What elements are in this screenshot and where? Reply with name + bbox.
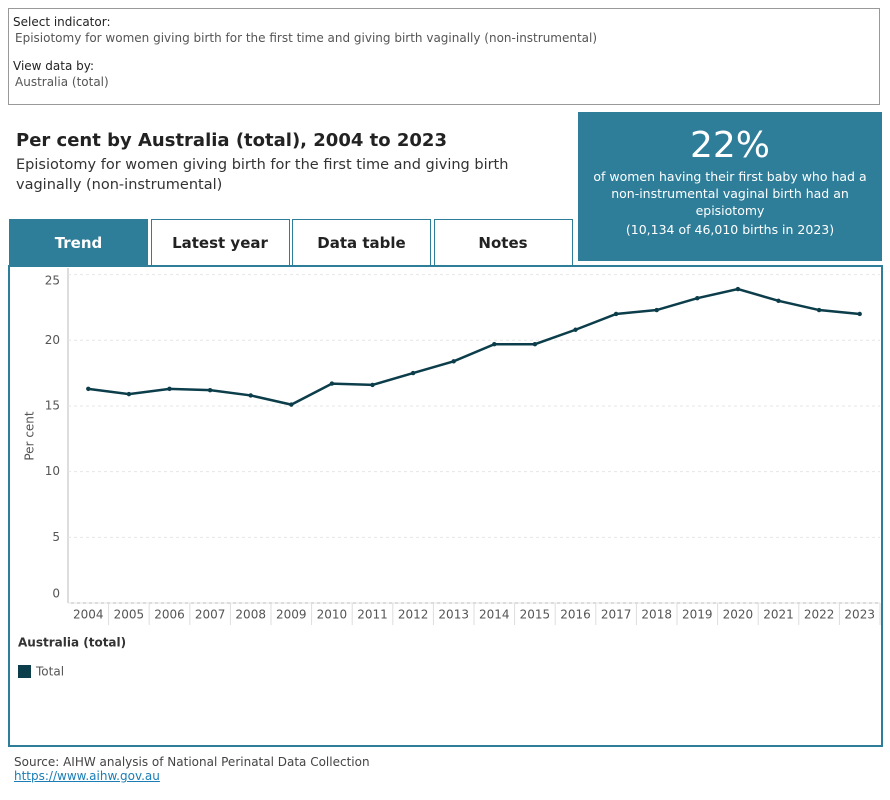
y-tick-label: 5 <box>52 530 60 544</box>
data-point <box>126 391 132 397</box>
x-tick-label: 2015 <box>520 608 551 622</box>
data-point <box>207 387 213 393</box>
data-point <box>86 386 91 392</box>
subtitle: Episiotomy for women giving birth for th… <box>16 157 509 193</box>
data-point <box>167 386 172 392</box>
footer: Source: AIHW analysis of National Perina… <box>14 755 370 783</box>
data-point <box>816 307 822 313</box>
kpi-value: 22% <box>689 125 770 166</box>
x-tick-label: 2017 <box>601 608 632 622</box>
selector-panel: Select indicator: Episiotomy for women g… <box>8 8 880 105</box>
kpi-box: 22% of women having their first baby who… <box>578 112 882 261</box>
legend-label: Total <box>35 665 64 679</box>
legend-swatch <box>18 665 31 678</box>
x-tick-label: 2021 <box>763 608 794 622</box>
data-point <box>695 296 700 301</box>
tab[interactable]: Latest year <box>150 219 290 266</box>
data-point <box>329 381 335 386</box>
x-tick-label: 2005 <box>114 608 145 622</box>
x-tick-label: 2023 <box>844 608 875 622</box>
x-tick-label: 2022 <box>804 608 835 622</box>
data-point <box>451 359 456 364</box>
data-point <box>735 286 741 292</box>
chart-frame <box>8 265 883 747</box>
x-tick-label: 2011 <box>357 608 388 622</box>
legend-title: Australia (total) <box>18 636 126 650</box>
data-point <box>613 311 619 317</box>
x-tick-label: 2018 <box>641 608 672 622</box>
data-point <box>289 402 294 407</box>
x-tick-label: 2016 <box>560 608 591 622</box>
y-tick-label: 25 <box>45 274 60 288</box>
data-point <box>532 341 538 347</box>
tab[interactable]: Data table <box>292 219 431 266</box>
data-point <box>370 382 375 388</box>
data-point <box>248 393 253 398</box>
x-tick-label: 2008 <box>235 608 266 622</box>
heading: Per cent by Australia (total), 2004 to 2… <box>16 130 572 195</box>
view-value[interactable]: Australia (total) <box>15 75 109 89</box>
link[interactable]: https://www.aihw.gov.au <box>14 769 160 783</box>
x-tick-label: 2007 <box>195 608 226 622</box>
tab[interactable]: Trend <box>9 219 148 266</box>
x-tick-label: 2014 <box>479 608 510 622</box>
y-tick-label: 15 <box>45 398 60 412</box>
data-point <box>776 298 781 304</box>
y-axis-title: Per cent <box>23 411 37 461</box>
x-tick-label: 2013 <box>438 608 469 622</box>
x-tick-label: 2012 <box>398 608 429 622</box>
data-line <box>88 287 860 406</box>
x-tick-label: 2009 <box>276 608 307 622</box>
selector-label: Select indicator: <box>13 15 111 29</box>
x-tick-label: 2019 <box>682 608 713 622</box>
x-tick-label: 2020 <box>723 608 754 622</box>
kpi-note: (10,134 of 46,010 births in 2023) <box>625 222 835 237</box>
source: Source: AIHW analysis of National Perina… <box>14 755 370 769</box>
x-tick-label: 2010 <box>317 608 348 622</box>
selector-value[interactable]: Episiotomy for women giving birth for th… <box>15 31 598 45</box>
y-tick-label: 20 <box>45 333 60 347</box>
y-tick-label: 10 <box>45 464 60 478</box>
x-tick-label: 2006 <box>154 608 185 622</box>
data-point <box>857 311 862 317</box>
data-point <box>410 370 416 376</box>
data-point <box>492 341 497 347</box>
y-tick-label: 0 <box>52 587 60 601</box>
data-point <box>573 327 578 332</box>
title: Per cent by Australia (total), 2004 to 2… <box>16 130 447 151</box>
kpi-text: of women having their first baby who had… <box>593 169 867 218</box>
tab[interactable]: Notes <box>433 219 573 266</box>
x-tick-label: 2004 <box>73 608 104 622</box>
data-point <box>654 307 659 313</box>
view-label: View data by: <box>13 59 95 73</box>
